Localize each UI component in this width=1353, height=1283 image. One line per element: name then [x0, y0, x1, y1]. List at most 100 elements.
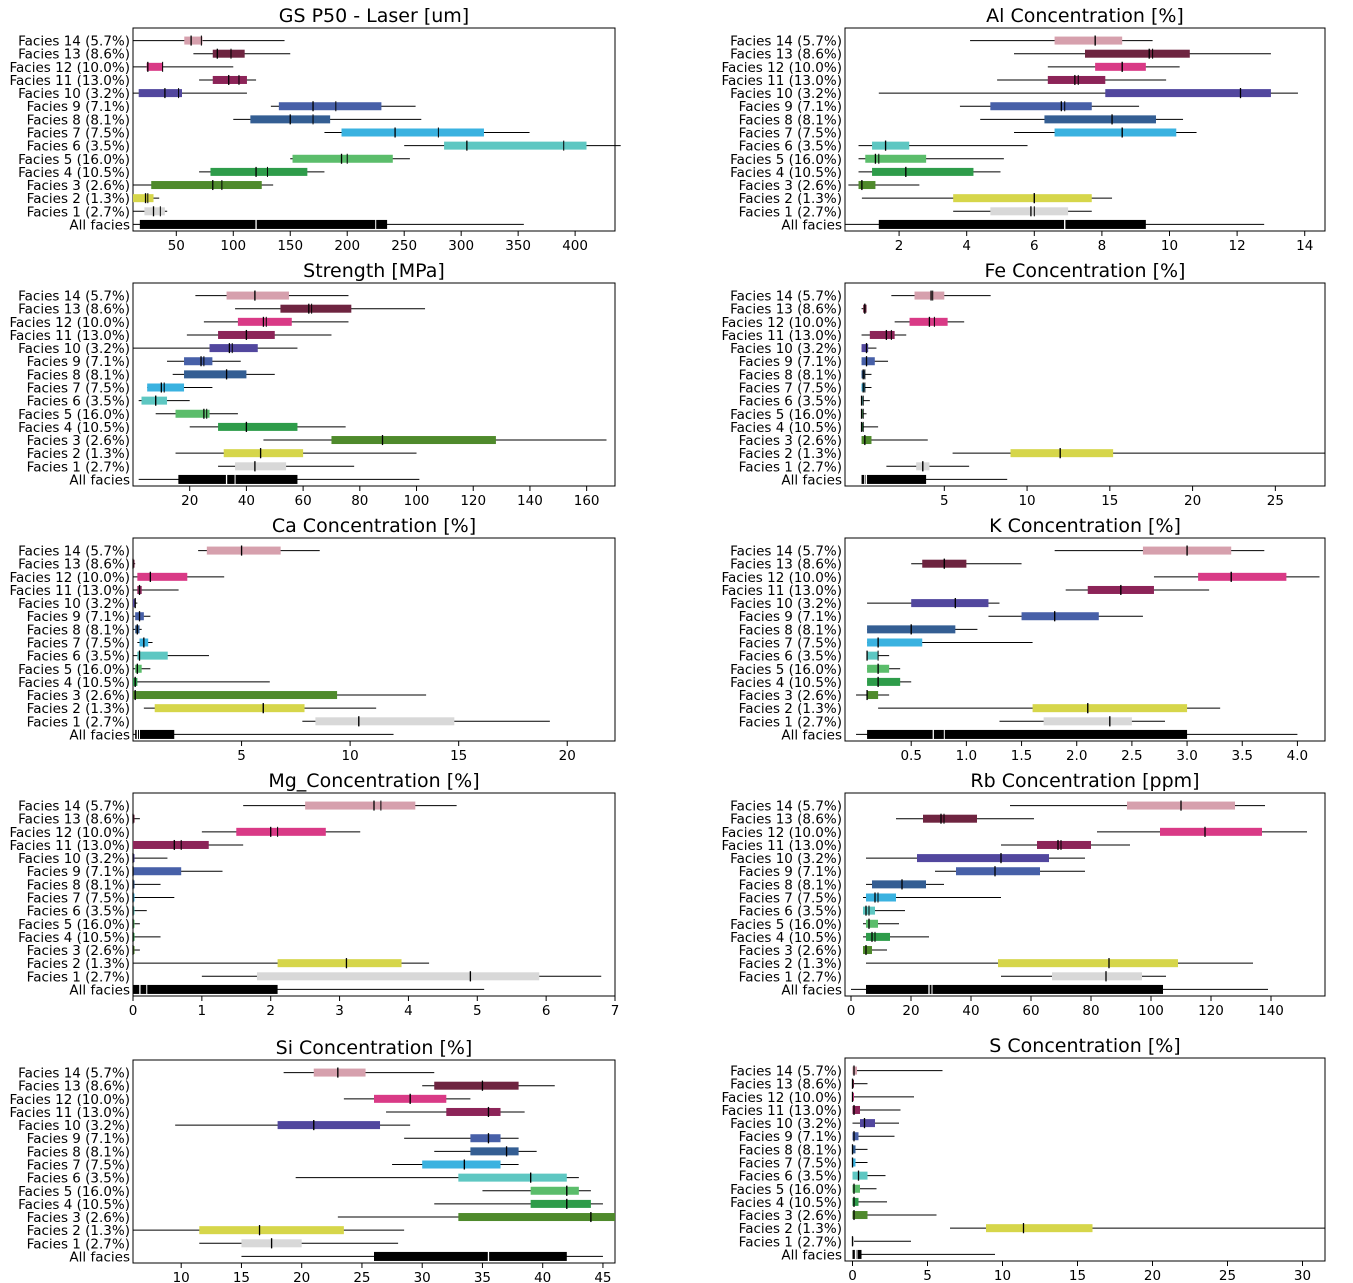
- category-label: Facies 4 (10.5%): [18, 675, 130, 691]
- x-tick-label: 1.0: [956, 748, 977, 764]
- category-label: Facies 4 (10.5%): [18, 420, 130, 436]
- category-label: All facies: [781, 217, 842, 233]
- x-tick-label: 3.5: [1231, 748, 1252, 764]
- category-label: Facies 9 (7.1%): [27, 99, 130, 115]
- x-tick-label: 140: [517, 493, 543, 509]
- category-label: Facies 3 (2.6%): [27, 943, 130, 959]
- x-tick-label: 10: [1018, 493, 1035, 509]
- category-label: Facies 8 (8.1%): [739, 622, 842, 638]
- iqr-box: [470, 1134, 501, 1143]
- category-label: Facies 6 (3.5%): [27, 904, 130, 920]
- category-label: Facies 3 (2.6%): [27, 688, 130, 704]
- category-label: Facies 1 (2.7%): [27, 714, 130, 730]
- category-label: Facies 5 (16.0%): [18, 662, 130, 678]
- iqr-box: [135, 729, 175, 739]
- x-tick-label: 40: [534, 1270, 551, 1283]
- x-tick-label: 6: [1030, 238, 1039, 254]
- category-label: Facies 7 (7.5%): [27, 891, 130, 907]
- iqr-box: [256, 972, 540, 981]
- category-label: Facies 14 (5.7%): [18, 799, 130, 815]
- category-label: Facies 1 (2.7%): [739, 204, 842, 220]
- chart-panel: Rb Concentration [ppm]Facies 14 (5.7%)Fa…: [722, 770, 1326, 1019]
- iqr-box: [1054, 128, 1177, 137]
- iqr-box: [953, 194, 1092, 203]
- x-tick-label: 1: [198, 1003, 207, 1019]
- x-tick-label: 0: [847, 1003, 856, 1019]
- category-label: Facies 6 (3.5%): [27, 139, 130, 155]
- category-label: All facies: [69, 982, 130, 998]
- iqr-box: [133, 919, 135, 928]
- category-label: Facies 1 (2.7%): [27, 969, 130, 985]
- iqr-box: [861, 474, 927, 484]
- category-label: Facies 3 (2.6%): [739, 178, 842, 194]
- x-tick-label: 15: [233, 1270, 250, 1283]
- chart-panel: Mg_Concentration [%]Facies 14 (5.7%)Faci…: [10, 770, 620, 1019]
- category-label: Facies 2 (1.3%): [739, 1221, 842, 1237]
- category-label: Facies 5 (16.0%): [18, 152, 130, 168]
- category-label: Facies 8 (8.1%): [27, 1144, 130, 1160]
- iqr-box: [315, 717, 455, 726]
- iqr-box: [184, 370, 247, 379]
- x-tick-label: 160: [574, 493, 600, 509]
- category-label: Facies 5 (16.0%): [730, 662, 842, 678]
- category-label: Facies 12 (10.0%): [10, 315, 131, 331]
- category-label: Facies 2 (1.3%): [27, 956, 130, 972]
- x-tick-label: 6: [542, 1003, 551, 1019]
- iqr-box: [1047, 75, 1106, 84]
- iqr-box: [458, 1213, 615, 1222]
- category-label: Facies 3 (2.6%): [739, 688, 842, 704]
- category-label: All facies: [781, 1247, 842, 1263]
- chart-title: K Concentration [%]: [989, 515, 1181, 537]
- iqr-box: [237, 317, 292, 326]
- category-label: Facies 2 (1.3%): [27, 701, 130, 717]
- category-label: Facies 10 (3.2%): [18, 596, 130, 612]
- category-label: Facies 1 (2.7%): [739, 1234, 842, 1250]
- category-label: Facies 5 (16.0%): [18, 1184, 130, 1200]
- iqr-box: [209, 344, 258, 353]
- iqr-box: [866, 893, 896, 902]
- x-tick-label: 25: [1219, 1268, 1236, 1283]
- category-label: Facies 4 (10.5%): [18, 165, 130, 181]
- category-label: Facies 9 (7.1%): [27, 354, 130, 370]
- iqr-box: [1160, 827, 1262, 836]
- iqr-box: [867, 729, 1188, 739]
- iqr-box: [1085, 49, 1190, 58]
- category-label: All facies: [69, 472, 130, 488]
- category-label: Facies 11 (13.0%): [722, 583, 843, 599]
- iqr-box: [1043, 717, 1132, 726]
- category-label: Facies 13 (8.6%): [730, 1077, 842, 1093]
- category-label: Facies 5 (16.0%): [730, 1182, 842, 1198]
- category-label: Facies 14 (5.7%): [18, 34, 130, 50]
- x-tick-label: 45: [594, 1270, 611, 1283]
- category-label: Facies 12 (10.0%): [10, 825, 131, 841]
- plot-frame: [132, 537, 616, 742]
- category-label: All facies: [69, 727, 130, 743]
- category-label: Facies 5 (16.0%): [730, 407, 842, 423]
- iqr-box: [137, 572, 188, 581]
- x-tick-label: 0.5: [900, 748, 921, 764]
- category-label: All facies: [781, 982, 842, 998]
- iqr-box: [223, 449, 304, 458]
- x-tick-label: 4.0: [1287, 748, 1308, 764]
- category-label: Facies 12 (10.0%): [10, 1092, 131, 1108]
- category-label: Facies 3 (2.6%): [27, 433, 130, 449]
- x-tick-label: 7: [611, 1003, 620, 1019]
- iqr-box: [909, 317, 948, 326]
- category-label: Facies 4 (10.5%): [730, 930, 842, 946]
- iqr-box: [444, 141, 587, 150]
- iqr-box: [866, 932, 890, 941]
- x-tick-label: 100: [220, 238, 246, 254]
- iqr-box: [146, 62, 163, 71]
- category-label: Facies 5 (16.0%): [730, 152, 842, 168]
- iqr-box: [184, 36, 203, 45]
- iqr-box: [144, 207, 165, 216]
- iqr-box: [133, 880, 135, 889]
- category-label: Facies 2 (1.3%): [739, 191, 842, 207]
- category-label: Facies 13 (8.6%): [18, 1079, 130, 1095]
- iqr-box: [852, 1237, 854, 1246]
- iqr-box: [206, 546, 281, 555]
- category-label: Facies 8 (8.1%): [739, 367, 842, 383]
- iqr-box: [860, 1119, 875, 1128]
- x-tick-label: 2.0: [1066, 748, 1087, 764]
- category-label: Facies 9 (7.1%): [739, 609, 842, 625]
